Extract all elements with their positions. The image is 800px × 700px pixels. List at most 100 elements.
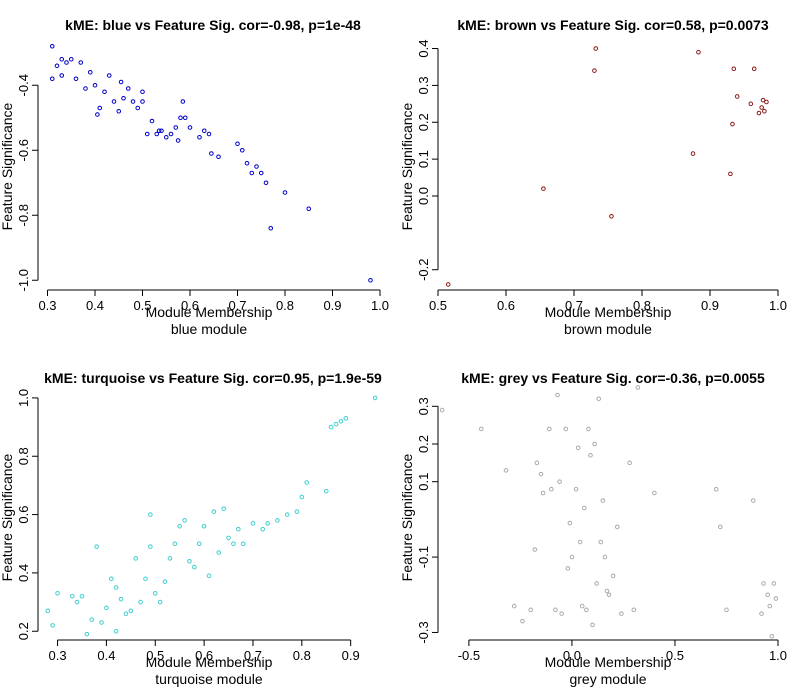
data-point — [555, 392, 560, 398]
data-point — [557, 479, 562, 484]
data-point — [133, 556, 139, 561]
x-tick-label: 0.5 — [429, 298, 447, 313]
data-point — [152, 591, 158, 596]
x-tick-label: 0.9 — [342, 648, 360, 663]
data-point — [627, 460, 632, 466]
data-point — [762, 108, 767, 114]
data-point — [769, 633, 775, 639]
data-point — [102, 89, 107, 95]
x-tick-label: 0.7 — [244, 648, 262, 663]
chart-panel-4: kME: grey vs Feature Sig. cor=-0.36, p=0… — [399, 370, 787, 687]
data-point — [619, 611, 624, 616]
data-point — [579, 603, 585, 609]
data-point — [231, 541, 236, 547]
data-point — [439, 407, 445, 413]
data-point — [97, 105, 103, 111]
data-point — [764, 99, 769, 105]
x-tick-label: 0.8 — [633, 298, 651, 313]
data-point — [549, 486, 554, 492]
data-point — [299, 494, 305, 500]
data-point — [263, 180, 269, 186]
data-point — [652, 490, 657, 496]
y-axis-label: Feature Significance — [0, 453, 15, 581]
data-point — [130, 99, 136, 104]
chart-title: kME: turquoise vs Feature Sig. cor=0.95,… — [44, 370, 382, 386]
data-point — [635, 385, 641, 390]
data-point — [532, 547, 538, 552]
data-point — [240, 541, 246, 547]
data-point — [372, 395, 378, 401]
x-tick-label: 0.6 — [181, 298, 199, 313]
data-point — [111, 99, 117, 104]
data-point — [696, 49, 701, 55]
data-point — [610, 573, 616, 579]
data-point — [167, 556, 173, 561]
data-point — [74, 599, 80, 605]
x-axis-label: Module Membership — [146, 654, 273, 670]
x-tick-label: 0.3 — [49, 648, 67, 663]
data-point — [614, 524, 620, 530]
data-point — [275, 518, 280, 523]
data-point — [118, 79, 124, 85]
data-point — [631, 607, 637, 613]
y-tick-label: -0.6 — [16, 139, 31, 161]
x-tick-label: 0.6 — [497, 298, 515, 313]
data-point — [143, 576, 148, 582]
data-point — [773, 596, 779, 601]
data-point — [282, 190, 288, 195]
data-point — [138, 599, 143, 605]
data-point — [584, 607, 589, 613]
data-point — [306, 206, 312, 212]
data-point — [751, 66, 757, 72]
data-point — [553, 607, 558, 613]
chart-panel-1: kME: blue vs Feature Sig. cor=-0.98, p=1… — [0, 17, 389, 337]
x-tick-label: 0.0 — [563, 648, 581, 663]
data-point — [368, 277, 373, 283]
y-tick-label: 0.4 — [16, 564, 31, 582]
y-tick-label: -0.2 — [416, 259, 431, 281]
x-tick-label: 0.5 — [133, 298, 151, 313]
data-point — [304, 480, 310, 485]
x-tick-label: -0.5 — [458, 648, 480, 663]
data-point — [771, 581, 777, 586]
data-point — [50, 623, 55, 628]
data-point — [187, 125, 193, 130]
data-point — [140, 99, 145, 104]
data-point — [602, 554, 608, 560]
data-point — [323, 488, 329, 494]
x-tick-label: 1.0 — [769, 648, 787, 663]
y-axis-label: Feature Significance — [399, 102, 415, 230]
data-point — [178, 115, 183, 121]
data-point — [216, 154, 221, 160]
y-tick-label: 0.3 — [416, 397, 431, 415]
y-tick-label: -0.8 — [16, 204, 31, 226]
data-point — [534, 460, 540, 466]
data-point — [258, 170, 264, 176]
chart-title: kME: blue vs Feature Sig. cor=-0.98, p=1… — [65, 17, 361, 33]
data-point — [511, 603, 517, 609]
data-point — [116, 108, 122, 114]
data-point — [159, 128, 164, 134]
data-point — [294, 509, 300, 514]
data-point — [106, 73, 112, 78]
data-point — [254, 164, 259, 169]
data-point — [201, 128, 207, 134]
data-point — [598, 539, 604, 545]
data-point — [748, 101, 754, 107]
data-point — [154, 131, 160, 137]
data-point — [575, 445, 581, 451]
data-point — [592, 441, 597, 447]
data-point — [68, 56, 74, 62]
data-point — [123, 611, 129, 617]
data-point — [759, 611, 764, 616]
data-point — [609, 213, 614, 219]
x-tick-label: 0.4 — [86, 298, 104, 313]
data-point — [211, 509, 217, 514]
y-tick-label: 0.2 — [16, 622, 31, 640]
data-point — [604, 588, 610, 594]
data-point — [163, 134, 169, 140]
data-point — [135, 105, 141, 111]
data-point — [343, 416, 349, 421]
data-point — [177, 523, 182, 529]
data-point — [520, 618, 525, 624]
